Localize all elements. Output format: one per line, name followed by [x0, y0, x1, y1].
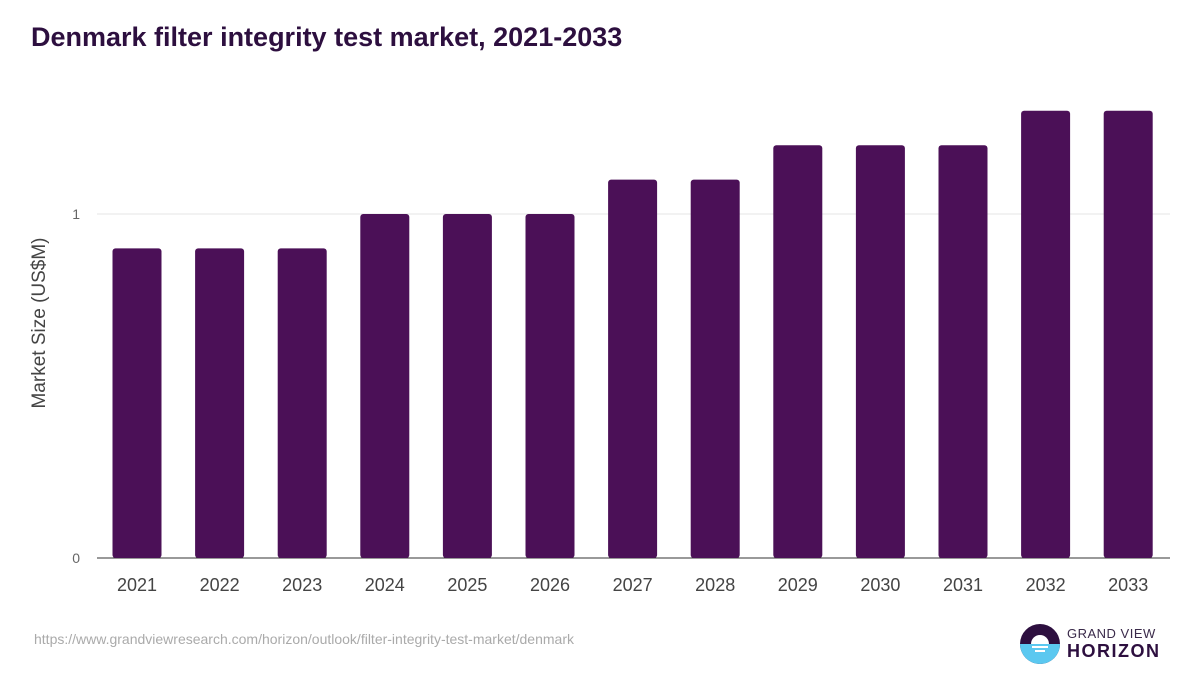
bar-2032 [1021, 110, 1071, 559]
x-tick-label: 2032 [1026, 575, 1066, 595]
bar-2024 [360, 214, 410, 558]
bar-2028 [690, 179, 740, 558]
bar-2026 [525, 214, 575, 558]
x-tick-label: 2021 [117, 575, 157, 595]
bar-2030 [855, 145, 905, 558]
logo-line1: GRAND VIEW [1067, 626, 1156, 641]
bar-2031 [938, 145, 988, 558]
chart-title: Denmark filter integrity test market, 20… [31, 22, 623, 52]
logo: GRAND VIEW HORIZON [1019, 623, 1159, 665]
x-tick-label: 2023 [282, 575, 322, 595]
bar-2022 [195, 248, 245, 558]
y-tick-label: 1 [72, 206, 80, 222]
x-tick-label: 2022 [200, 575, 240, 595]
x-tick-label: 2031 [943, 575, 983, 595]
bar-2025 [442, 214, 492, 558]
bar-2023 [277, 248, 327, 558]
x-tick-label: 2028 [695, 575, 735, 595]
x-tick-label: 2033 [1108, 575, 1148, 595]
bar-2029 [773, 145, 823, 558]
x-tick-label: 2024 [365, 575, 405, 595]
source-url: https://www.grandviewresearch.com/horizo… [34, 631, 574, 647]
x-tick-label: 2029 [778, 575, 818, 595]
bar-2027 [608, 179, 658, 558]
x-tick-label: 2030 [860, 575, 900, 595]
bar-2021 [112, 248, 162, 558]
x-tick-label: 2027 [613, 575, 653, 595]
y-tick-label: 0 [72, 550, 80, 566]
logo-line2: HORIZON [1067, 641, 1161, 661]
horizon-logo-icon [1020, 624, 1060, 664]
x-tick-label: 2026 [530, 575, 570, 595]
x-tick-label: 2025 [447, 575, 487, 595]
bar-2033 [1103, 110, 1153, 559]
